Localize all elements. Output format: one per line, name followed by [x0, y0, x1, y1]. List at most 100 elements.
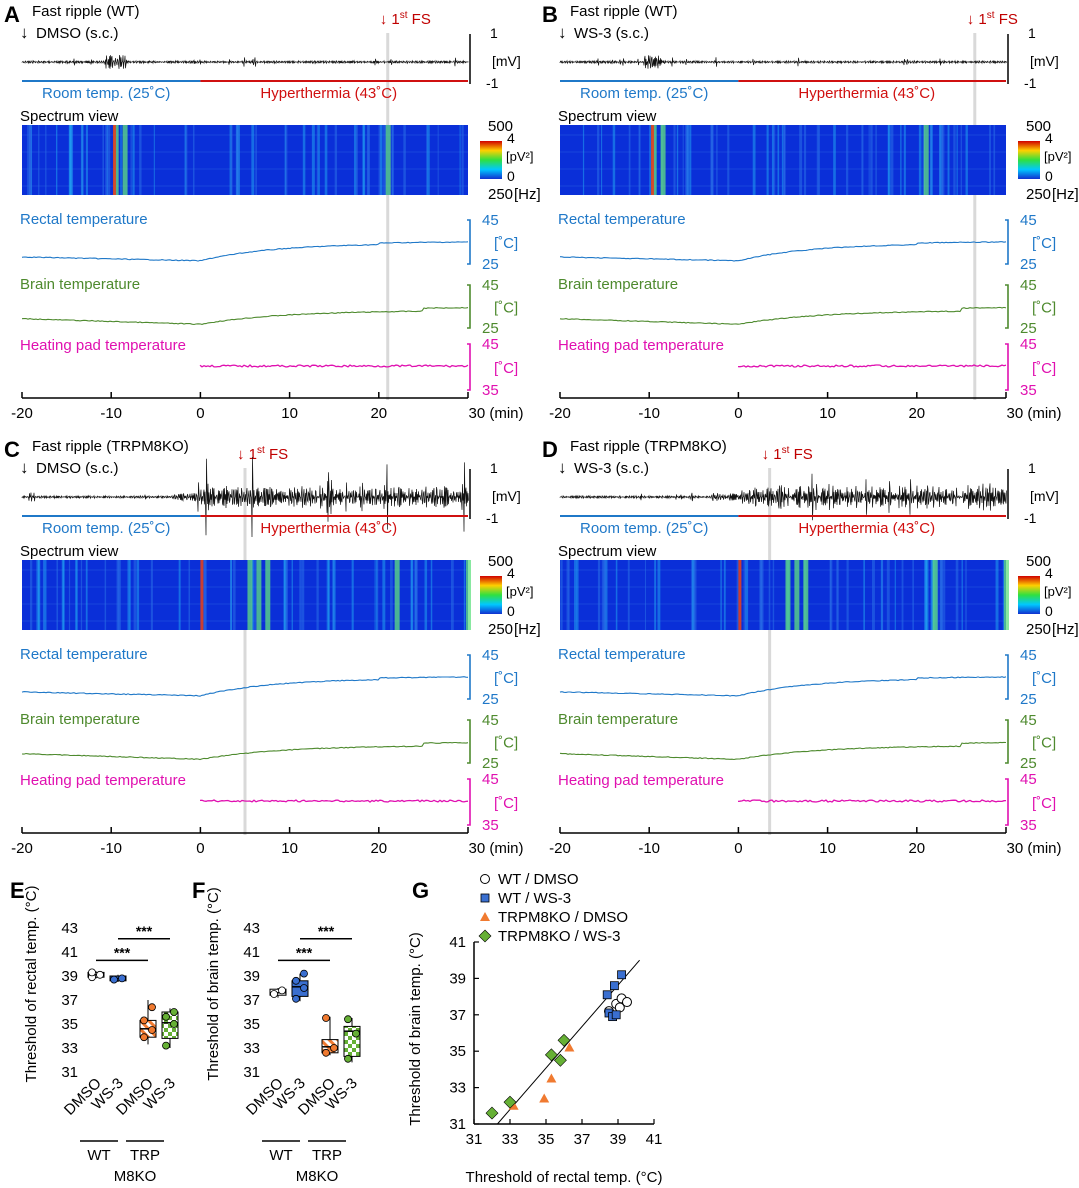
spectrum-event — [903, 125, 906, 195]
spectrum-event — [70, 125, 74, 195]
spectrum-event — [380, 125, 383, 195]
spectrum-event — [332, 560, 336, 630]
time-tick-label: -10 — [100, 405, 122, 422]
spectrum-event — [56, 560, 59, 630]
spectrum-event — [120, 125, 122, 195]
spectrum-event — [861, 125, 863, 195]
spectrum-event — [283, 560, 285, 630]
drug-label: WS-3 (s.c.) — [574, 460, 649, 477]
scatter-point — [546, 1073, 557, 1083]
spectrum-event — [766, 125, 769, 195]
spectrum-event — [863, 560, 865, 630]
chart-letter: F — [192, 878, 205, 903]
spectrum-event — [799, 125, 803, 195]
data-point — [110, 975, 118, 984]
spectrum-title: Spectrum view — [20, 543, 119, 560]
spectrum-event — [463, 560, 466, 630]
mv-scale-top: 1 — [1028, 460, 1036, 476]
spectrum-event — [286, 560, 288, 630]
data-point — [170, 1020, 178, 1028]
colorbar-unit: [pV²] — [1044, 584, 1071, 599]
data-point — [352, 1029, 360, 1038]
rectal-trace — [559, 676, 1007, 697]
spectrum-burst — [1004, 560, 1009, 630]
y-axis-label: Threshold of rectal temp. (°C) — [23, 886, 40, 1083]
spectrum-bottom-hz: 250 — [488, 186, 513, 203]
spectrum-event — [603, 560, 607, 630]
rectal-axis-unit: [˚C] — [1032, 235, 1056, 252]
scatter-point — [622, 997, 632, 1008]
spectrum-event — [233, 560, 236, 630]
spectrum-event — [316, 125, 319, 195]
pad-axis-top: 45 — [1020, 336, 1037, 353]
pad-axis-bottom: 35 — [1020, 382, 1037, 399]
spectrum-burst — [651, 125, 657, 195]
spectrum-event — [944, 560, 946, 630]
spectrum-event — [965, 560, 967, 630]
data-point — [162, 1041, 170, 1050]
room-temp-label: Room temp. (25˚C) — [42, 85, 170, 102]
spectrum-event — [459, 125, 461, 195]
drug-label: DMSO (s.c.) — [36, 460, 119, 477]
spectrum-event — [368, 125, 370, 195]
spectrum-event — [230, 125, 233, 195]
down-arrow-icon: ↓ — [558, 458, 567, 477]
spectrum-event — [29, 560, 33, 630]
spectrum-event — [129, 560, 131, 630]
time-tick-label: 10 — [819, 405, 836, 422]
spectrum-event — [414, 560, 418, 630]
spectrum-event — [901, 560, 904, 630]
spectrum-event — [203, 560, 206, 630]
x-axis-label: Threshold of rectal temp. (°C) — [466, 1169, 663, 1186]
spectrum-event — [251, 560, 254, 630]
rectal-axis-top: 45 — [1020, 212, 1037, 229]
spectrum-event — [743, 560, 747, 630]
spectrum-event — [251, 125, 255, 195]
group-label-m8ko: M8KO — [114, 1168, 157, 1185]
spectrum-event — [900, 125, 902, 195]
spectrum-event — [745, 560, 749, 630]
brain-trace — [21, 741, 469, 761]
data-point — [140, 1016, 148, 1025]
y-tick-label: 33 — [243, 1040, 260, 1057]
spectrum-title: Spectrum view — [20, 108, 119, 125]
sig-label: *** — [318, 923, 335, 939]
scatter-point — [611, 1010, 621, 1020]
brain-label: Brain temperature — [20, 711, 140, 728]
spectrum-top-hz: 500 — [488, 553, 513, 570]
time-tick-label: -20 — [11, 405, 33, 422]
legend-label: WT / DMSO — [498, 871, 579, 888]
spectrum-event — [939, 125, 941, 195]
data-point — [88, 968, 96, 977]
pad-axis-bottom: 35 — [1020, 817, 1037, 834]
fast-ripple-trace — [559, 55, 1007, 69]
data-point — [322, 1048, 330, 1057]
spectrum-event — [657, 560, 661, 630]
spectrum-event — [185, 125, 188, 195]
spectrum-event — [353, 125, 357, 195]
spectrum-event — [102, 125, 105, 195]
spectrum-event — [615, 560, 618, 630]
pad-axis — [1005, 343, 1009, 391]
time-tick-label: 20 — [370, 840, 387, 857]
mv-unit: [mV] — [1030, 488, 1059, 504]
brain-label: Brain temperature — [558, 276, 678, 293]
mv-scale-bottom: -1 — [486, 75, 499, 91]
spectrum-burst — [113, 125, 119, 195]
spectrum-event — [597, 125, 600, 195]
data-point — [148, 1003, 156, 1012]
spectrum-event — [42, 560, 45, 630]
hyperthermia-label: Hyperthermia (43˚C) — [798, 85, 935, 102]
first-fs-label: ↓ 1st FS — [967, 10, 1018, 28]
data-point — [330, 1044, 338, 1052]
spectrum-event — [989, 125, 991, 195]
spectrum-burst — [265, 560, 271, 630]
spectrum-event — [727, 125, 730, 195]
spectrum-event — [411, 560, 414, 630]
spectrum-event — [116, 560, 119, 630]
fast-ripple-trace — [21, 456, 469, 538]
spectrum-burst — [932, 560, 938, 630]
panel-a: A Fast ripple (WT)↓ DMSO (s.c.) ↓ 1st FS 1 [m… — [4, 2, 541, 422]
spectrum-event — [326, 560, 330, 630]
spectrum-event — [38, 125, 40, 195]
